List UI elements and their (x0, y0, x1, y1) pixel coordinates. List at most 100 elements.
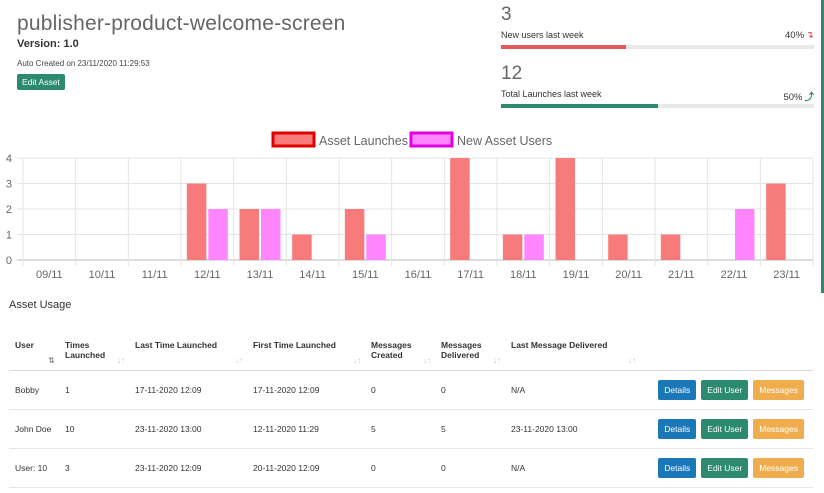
stat-value: 3 (501, 4, 512, 25)
table-cell: 17-11-2020 12:09 (129, 370, 247, 410)
stat-total-launches: 12 Total Launches last week 50% ⤴ (501, 64, 814, 114)
trend-up-icon: ⤴ (804, 92, 814, 103)
table-cell: 12-11-2020 11:29 (247, 409, 365, 449)
table-row: User: 10 3 23-11-2020 12:09 20-11-2020 12:0… (9, 448, 813, 488)
stat-percent: 40% ↴ (785, 30, 814, 41)
bar-asset-launches (344, 209, 365, 260)
legend-label: New Asset Users (457, 134, 552, 148)
column-header[interactable]: Last Message Delivered ↓↑ (505, 330, 640, 371)
x-tick-label: 21/11 (668, 269, 695, 281)
bar-asset-launches (239, 209, 259, 260)
sort-icon[interactable]: ↓↑ (353, 355, 361, 365)
bar-asset-launches (555, 158, 575, 260)
row-actions: Details Edit User Messages (640, 370, 813, 410)
table-cell: 23-11-2020 13:00 (129, 409, 247, 449)
row-actions: Details Edit User Messages (640, 409, 813, 449)
sort-icon[interactable]: ⇅ (48, 355, 55, 365)
legend-label: Asset Launches (319, 134, 408, 148)
y-tick-label: 1 (6, 230, 12, 242)
y-tick-label: 2 (6, 204, 12, 216)
y-tick-label: 4 (6, 153, 12, 165)
stat-label: New users last week (501, 30, 584, 40)
table-cell: N/A (505, 448, 640, 488)
table-cell: 5 (435, 409, 505, 449)
stat-label: Total Launches last week (501, 89, 602, 99)
column-header-label: First Time Launched (253, 340, 336, 350)
stat-new-users: 3 New users last week 40% ↴ (501, 5, 814, 55)
bar-new-asset-users (366, 234, 386, 260)
table-cell: Bobby (9, 370, 59, 410)
x-tick-label: 16/11 (405, 269, 432, 281)
table-row: Bobby 1 17-11-2020 12:09 17-11-2020 12:09 0 0… (9, 370, 813, 410)
column-header[interactable]: Last Time Launched ↓↑ (129, 330, 247, 371)
bar-new-asset-users (524, 234, 544, 260)
bar-asset-launches (186, 183, 207, 260)
table-header-row: User ⇅ Times Launched ↓↑ Last Time Launched ↓… (9, 330, 813, 371)
x-tick-label: 18/11 (510, 269, 537, 281)
table-cell: 10 (59, 409, 129, 449)
x-tick-label: 09/11 (36, 269, 63, 281)
table-body: Bobby 1 17-11-2020 12:09 17-11-2020 12:09 0 0… (9, 370, 813, 488)
stat-progress-track (501, 104, 814, 108)
sort-icon[interactable]: ↓↑ (117, 355, 125, 365)
column-header[interactable]: User ⇅ (9, 330, 59, 371)
table-cell: 23-11-2020 12:09 (129, 448, 247, 488)
x-tick-label: 14/11 (299, 269, 326, 281)
column-header[interactable]: Times Launched ↓↑ (59, 330, 129, 371)
x-tick-label: 23/11 (773, 269, 800, 281)
bar-asset-launches (766, 183, 786, 260)
column-header[interactable]: Messages Delivered ↓↑ (435, 330, 505, 371)
details-button[interactable]: Details (658, 457, 697, 478)
stat-percent: 50% ⤴ (783, 89, 814, 103)
sort-icon[interactable]: ↓↑ (628, 355, 636, 365)
edit-user-button[interactable]: Edit User (701, 379, 749, 400)
sort-icon[interactable]: ↓↑ (423, 355, 431, 365)
table-cell: 17-11-2020 12:09 (247, 370, 365, 410)
table-cell: N/A (505, 370, 640, 410)
table-cell: 5 (365, 409, 435, 449)
column-header-label: Last Message Delivered (511, 340, 608, 350)
x-tick-label: 20/11 (615, 269, 642, 281)
trend-down-icon: ↴ (806, 30, 814, 41)
column-header-label: Messages Created (371, 340, 412, 360)
stat-progress-track (501, 45, 814, 49)
actions-header (640, 330, 813, 371)
bar-asset-launches (660, 234, 681, 260)
x-tick-label: 22/11 (721, 269, 748, 281)
asset-usage-table: User ⇅ Times Launched ↓↑ Last Time Launched ↓… (9, 330, 813, 488)
column-header[interactable]: First Time Launched ↓↑ (247, 330, 365, 371)
edit-asset-button[interactable]: Edit Asset (17, 74, 65, 90)
usage-bar-chart: 0 1 2 3 4 09/11 10/11 11/11 12/11 13/11 14/11 15/11… (6, 131, 814, 281)
x-tick-label: 13/11 (247, 269, 274, 281)
x-tick-label: 17/11 (457, 269, 484, 281)
messages-button[interactable]: Messages (753, 379, 804, 400)
stat-percent-value: 50% (783, 92, 803, 103)
bar-asset-launches (502, 234, 523, 260)
table-cell: 0 (365, 448, 435, 488)
x-tick-label: 19/11 (563, 269, 590, 281)
stat-progress-fill (501, 45, 627, 49)
panel-edge (821, 0, 824, 293)
sort-icon[interactable]: ↓↑ (493, 355, 501, 365)
asset-usage-title: Asset Usage (9, 299, 72, 311)
version-label: Version: 1.0 (17, 38, 79, 50)
messages-button[interactable]: Messages (753, 418, 804, 439)
table-cell: John Doe (9, 409, 59, 449)
sort-icon[interactable]: ↓↑ (235, 355, 243, 365)
column-header-label: Times Launched (65, 340, 106, 360)
page-title: publisher-product-welcome-screen (17, 12, 346, 35)
table-row: John Doe 10 23-11-2020 13:00 12-11-2020 11:… (9, 409, 813, 449)
column-header[interactable]: Messages Created ↓↑ (365, 330, 435, 371)
edit-user-button[interactable]: Edit User (701, 457, 749, 478)
edit-user-button[interactable]: Edit User (701, 418, 749, 439)
messages-button[interactable]: Messages (753, 457, 804, 478)
x-tick-label: 12/11 (194, 269, 221, 281)
column-header-label: Messages Delivered (441, 340, 482, 360)
table-cell: 0 (365, 370, 435, 410)
stat-value: 12 (501, 63, 523, 84)
auto-created-label: Auto Created on 23/11/2020 11:29:53 (17, 59, 150, 68)
details-button[interactable]: Details (658, 418, 697, 439)
table-cell: User: 10 (9, 448, 59, 488)
table-cell: 23-11-2020 13:00 (505, 409, 640, 449)
details-button[interactable]: Details (658, 379, 697, 400)
